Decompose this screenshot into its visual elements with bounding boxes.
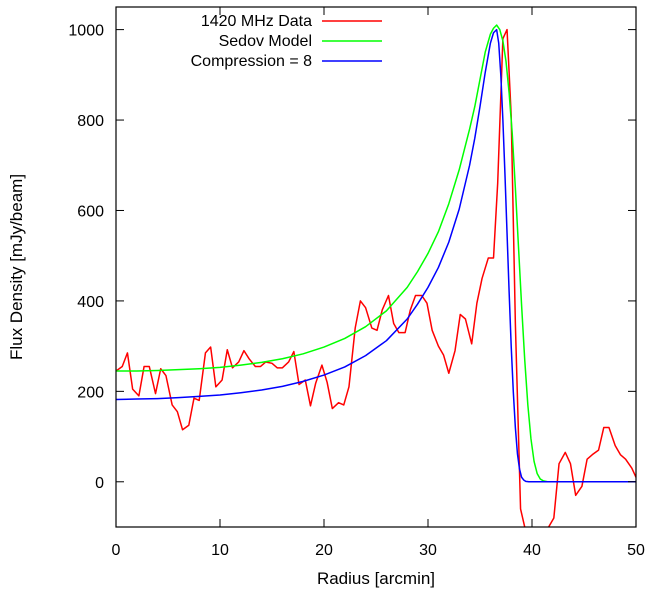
x-tick-label: 0 [112,542,121,559]
y-tick-label: 800 [77,113,104,130]
x-tick-label: 40 [523,542,541,559]
series-line-sedov-model [116,24,636,483]
series-layer [116,24,636,527]
series-line-1420-mhz-data [116,28,636,527]
x-tick-label: 30 [419,542,437,559]
x-tick-label: 10 [211,542,229,559]
y-tick-label: 600 [77,203,104,220]
legend: 1420 MHz Data Sedov Model Compression = 8 [191,13,382,70]
y-tick-label: 400 [77,294,104,311]
legend-label: Compression = 8 [191,53,312,70]
y-axis-label: Flux Density [mJy/beam] [7,174,26,360]
x-tick-label: 50 [627,542,645,559]
y-tick-label: 0 [95,475,104,492]
x-tick-label: 20 [315,542,333,559]
x-axis-label: Radius [arcmin] [317,569,435,588]
y-tick-label: 1000 [68,23,104,40]
legend-label: 1420 MHz Data [201,13,312,30]
series-line-compression-8 [116,28,636,483]
plot-frame [115,6,637,528]
y-tick-label: 200 [77,384,104,401]
legend-label: Sedov Model [219,33,312,50]
ticks-layer: 0 10 20 30 40 50 0 200 400 600 800 1000 [68,7,645,559]
